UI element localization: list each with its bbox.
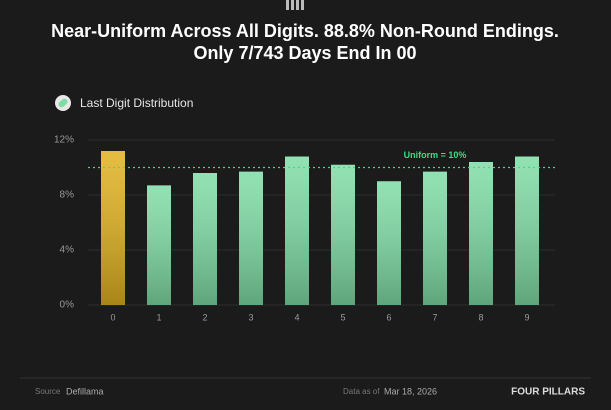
bar-shade xyxy=(377,181,401,305)
y-tick-label: 0% xyxy=(60,300,75,311)
footer-date: Mar 18, 2026 xyxy=(384,386,437,396)
bar-shade xyxy=(101,151,125,305)
y-tick-label: 8% xyxy=(60,190,75,201)
y-tick-label: 4% xyxy=(60,245,75,256)
x-tick-label: 2 xyxy=(202,312,207,322)
x-tick-label: 7 xyxy=(432,312,437,322)
x-tick-label: 0 xyxy=(110,312,115,322)
bar-shade xyxy=(423,171,447,305)
x-tick-label: 9 xyxy=(524,312,529,322)
x-tick-label: 3 xyxy=(248,312,253,322)
x-tick-label: 8 xyxy=(478,312,483,322)
x-tick-label: 6 xyxy=(386,312,391,322)
bar-shade xyxy=(331,164,355,305)
bar-shade xyxy=(239,171,263,305)
title-line: Only 7/743 Days End In 00 xyxy=(193,43,416,63)
bar-shade xyxy=(469,162,493,305)
title-line: Near-Uniform Across All Digits. 88.8% No… xyxy=(51,21,559,41)
x-tick-label: 1 xyxy=(156,312,161,322)
y-tick-label: 12% xyxy=(54,135,74,146)
bar-shade xyxy=(193,173,217,305)
bar-shade xyxy=(285,156,309,305)
bar-shade xyxy=(147,185,171,305)
bar-shade xyxy=(515,156,539,305)
footer-source: Defillama xyxy=(66,386,104,396)
x-tick-label: 4 xyxy=(294,312,299,322)
legend-label: Last Digit Distribution xyxy=(80,96,193,110)
footer-label: Data as of xyxy=(343,387,380,396)
reference-label: Uniform = 10% xyxy=(404,150,467,160)
x-tick-label: 5 xyxy=(340,312,345,322)
footer-label: Source xyxy=(35,387,61,396)
footer-brand: FOUR PILLARS xyxy=(511,387,585,398)
legend-icon-pill xyxy=(58,98,68,108)
logo-mark xyxy=(286,0,304,10)
